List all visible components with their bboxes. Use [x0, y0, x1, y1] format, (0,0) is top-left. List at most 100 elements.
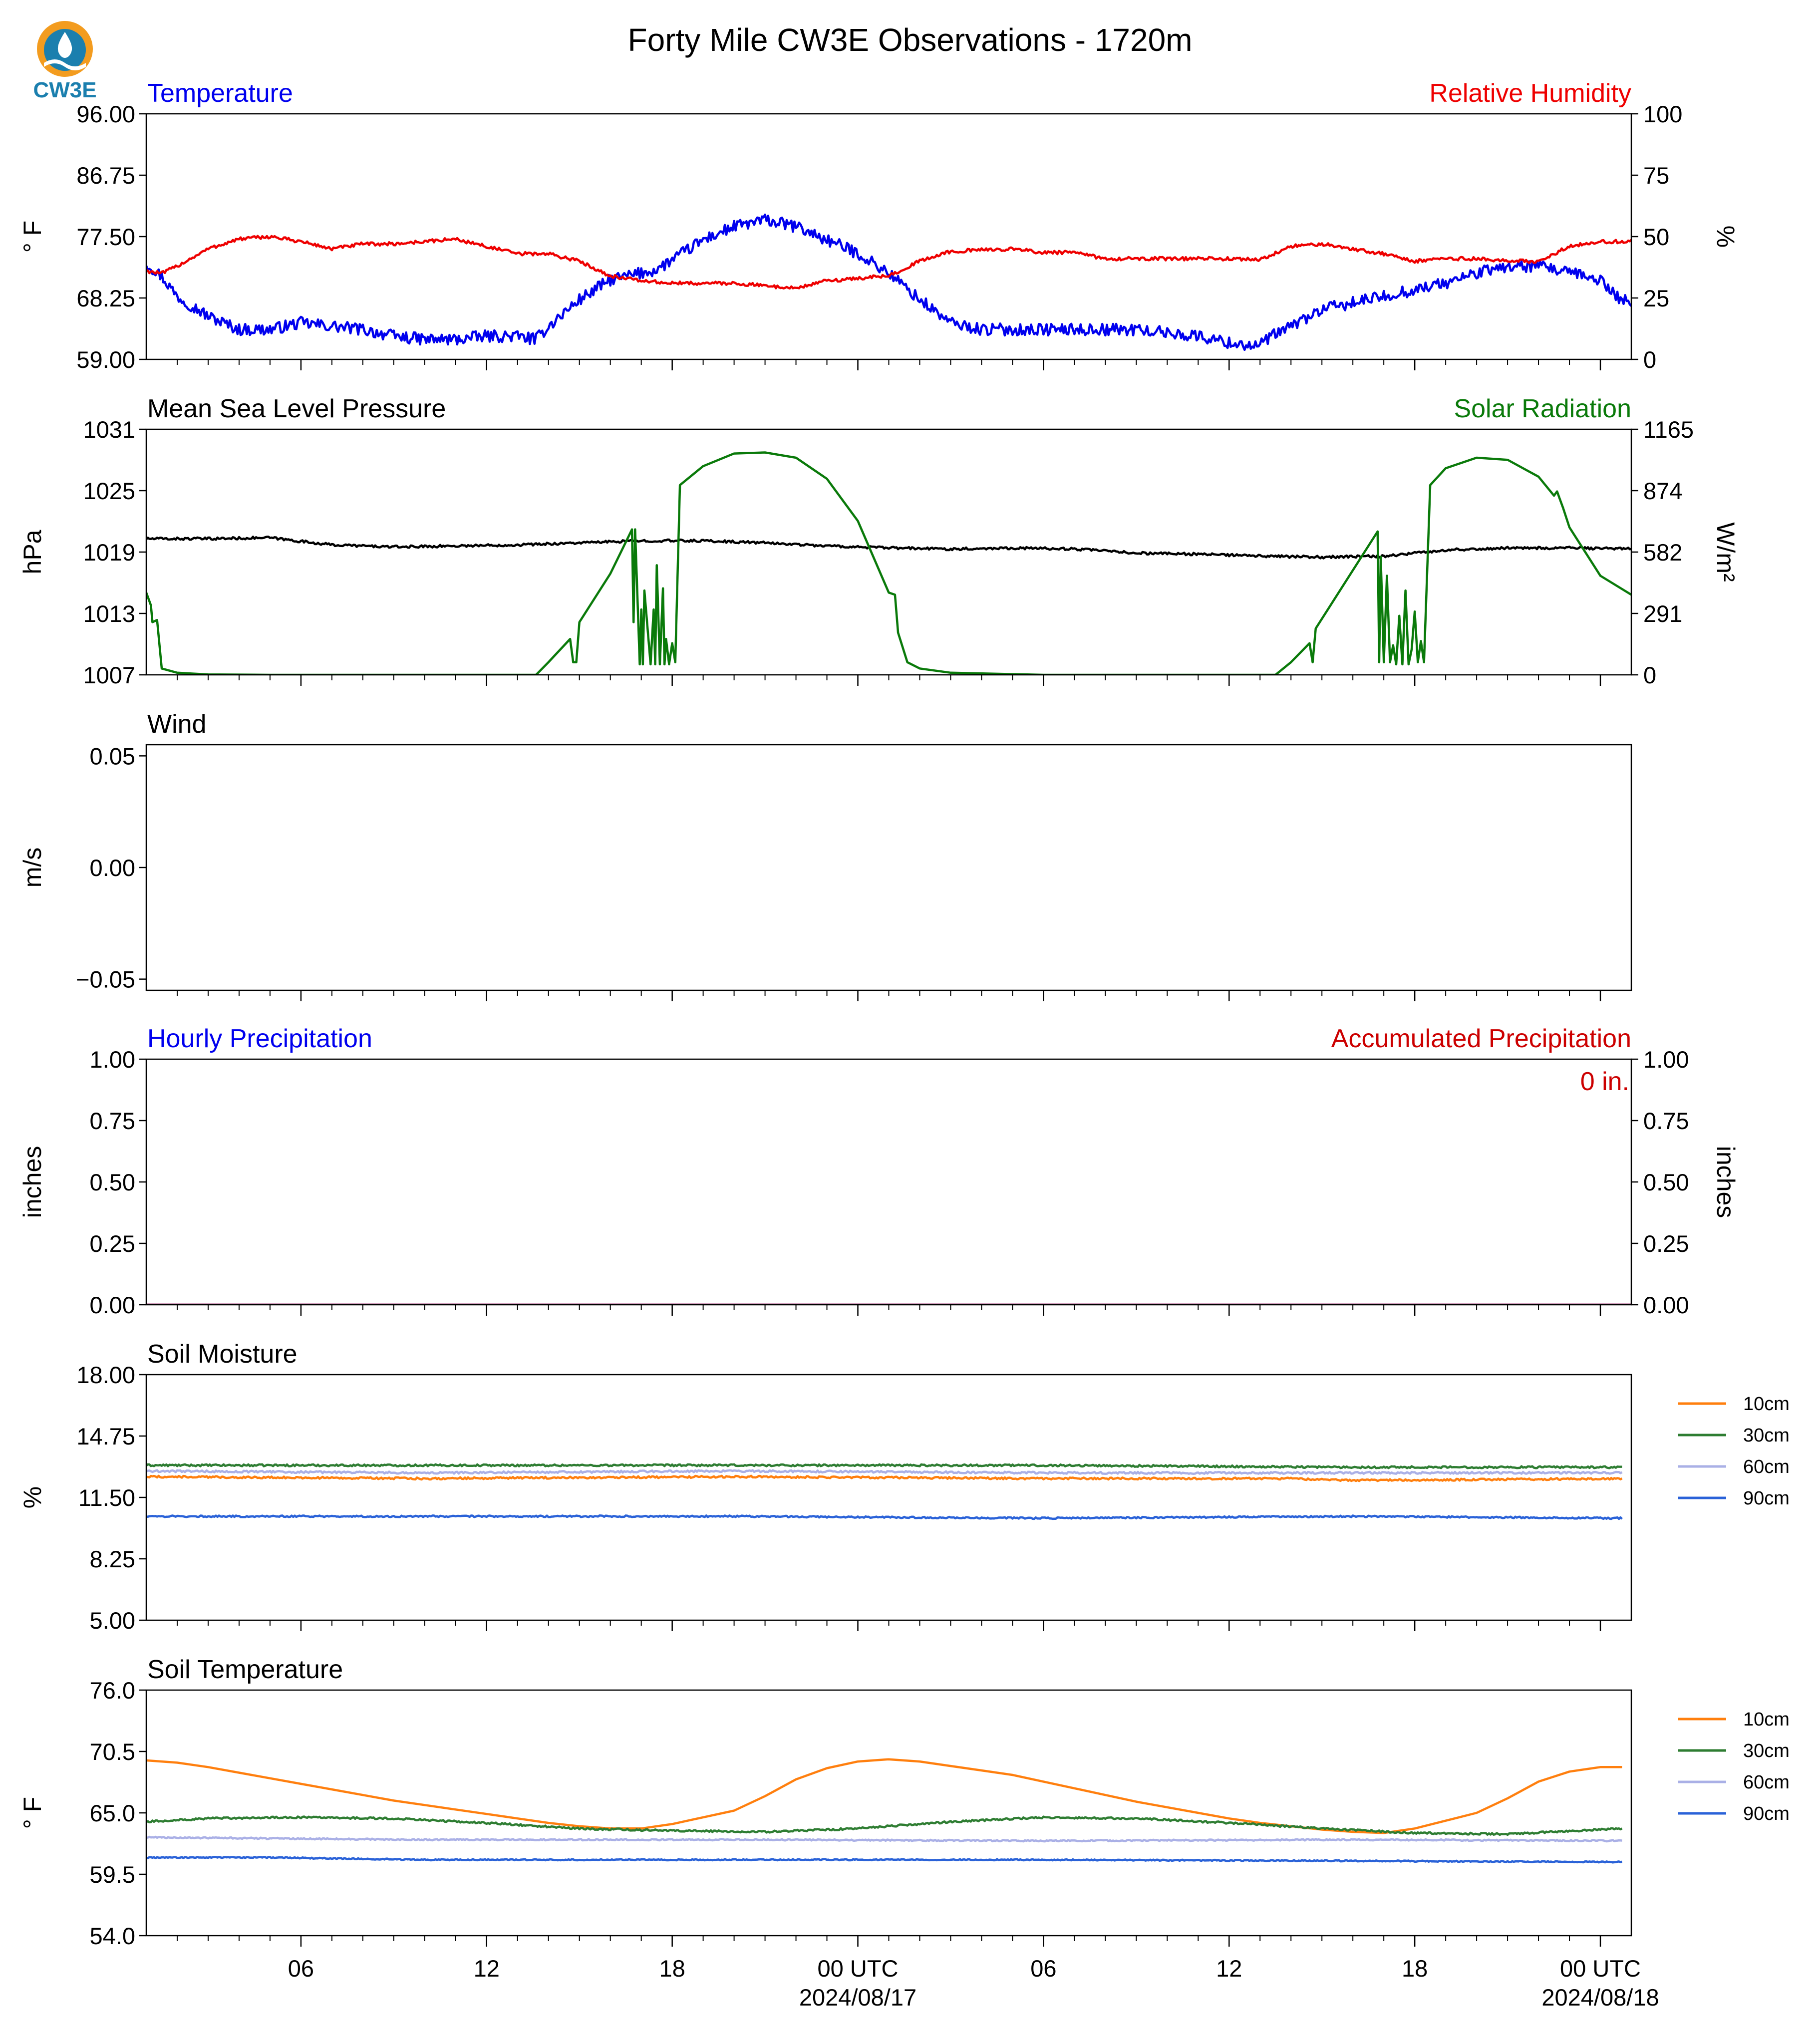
y-tick-label-left: 1013: [83, 600, 135, 627]
series-line-solar-radiation: [146, 451, 1631, 675]
y-axis-label-right: inches: [1712, 1146, 1740, 1218]
x-tick-label: 00 UTC: [1560, 1955, 1641, 1982]
x-tick-label: 18: [659, 1955, 685, 1982]
series-line-relative-humidity: [146, 235, 1631, 290]
y-tick-label-right: 1.00: [1643, 1046, 1689, 1073]
panel-title-left: Wind: [147, 710, 206, 739]
legend: 10cm 30cm 60cm 90cm: [1678, 1394, 1790, 1509]
y-tick-label-left: 14.75: [76, 1423, 135, 1449]
series-line-90cm: [146, 1514, 1623, 1520]
y-axis-label-left: inches: [18, 1146, 46, 1218]
series-line-10cm: [146, 1758, 1622, 1834]
y-tick-label-right: 582: [1643, 539, 1682, 566]
panel-frame: [145, 1058, 1632, 1306]
panel-title-left: Soil Moisture: [147, 1340, 298, 1369]
panel-title-right: Solar Radiation: [1454, 394, 1631, 423]
series-line-10cm: [146, 1474, 1623, 1482]
y-axis-label-left: ° F: [18, 221, 46, 253]
legend-label-60cm: 60cm: [1743, 1772, 1790, 1793]
y-tick-label-right: 0.00: [1643, 1292, 1689, 1318]
panel-frame: [145, 744, 1632, 991]
y-tick-label-left: 68.25: [76, 285, 135, 311]
legend-label-60cm: 60cm: [1743, 1456, 1790, 1477]
y-tick-label-right: 100: [1643, 101, 1682, 127]
panel-temp_rh: Temperature Relative Humidity 96.00 86.75 77…: [18, 79, 1740, 373]
panel-frame: [145, 113, 1632, 360]
legend-label-10cm: 10cm: [1743, 1709, 1790, 1730]
cw3e-logo: CW3E: [33, 21, 97, 102]
y-tick-label-left: 65.0: [90, 1800, 135, 1826]
x-date-label: 2024/08/18: [1541, 1984, 1659, 2011]
panel-frame: [145, 1689, 1632, 1937]
series-line-90cm: [146, 1856, 1623, 1864]
y-tick-label-left: 96.00: [76, 101, 135, 127]
panel-title-left: Soil Temperature: [147, 1655, 343, 1684]
logo-water-drop-icon: [57, 32, 72, 58]
y-tick-label-left: 0.00: [90, 1292, 135, 1318]
y-tick-label-left: −0.05: [76, 966, 135, 993]
y-tick-label-right: 0: [1643, 346, 1656, 373]
panel-pressure_solar: Mean Sea Level Pressure Solar Radiation 10…: [18, 394, 1740, 688]
y-tick-label-right: 50: [1643, 224, 1669, 250]
y-axis-label-left: hPa: [18, 530, 46, 574]
y-tick-label-left: 0.75: [90, 1108, 135, 1134]
x-tick-label: 00 UTC: [818, 1955, 899, 1982]
y-tick-label-right: 0.75: [1643, 1108, 1689, 1134]
y-tick-label-left: 0.25: [90, 1230, 135, 1257]
panel-frame: [145, 1374, 1632, 1621]
x-tick-label: 06: [1030, 1955, 1056, 1982]
accumulated-precip-value: 0 in.: [1580, 1067, 1629, 1096]
panel-title-left: Hourly Precipitation: [147, 1024, 372, 1053]
panel-precip: Hourly Precipitation Accumulated Precipit…: [18, 1024, 1740, 1318]
legend-label-90cm: 90cm: [1743, 1803, 1790, 1824]
y-tick-label-right: 0.25: [1643, 1230, 1689, 1257]
y-tick-label-right: 291: [1643, 600, 1682, 627]
series-line-60cm: [146, 1835, 1622, 1843]
y-tick-label-left: 86.75: [76, 162, 135, 189]
x-tick-label: 06: [288, 1955, 314, 1982]
y-tick-label-left: 1007: [83, 662, 135, 688]
x-tick-label: 12: [1216, 1955, 1242, 1982]
y-tick-label-left: 8.25: [90, 1546, 135, 1572]
y-tick-label-right: 75: [1643, 162, 1669, 189]
series-line-30cm: [146, 1815, 1623, 1836]
y-tick-label-left: 77.50: [76, 224, 135, 250]
legend: 10cm 30cm 60cm 90cm: [1678, 1709, 1790, 1824]
y-axis-label-left: ° F: [18, 1797, 46, 1829]
panel-title-left: Temperature: [147, 79, 293, 108]
y-tick-label-left: 59.5: [90, 1861, 135, 1888]
y-tick-label-left: 11.50: [78, 1484, 135, 1511]
legend-label-90cm: 90cm: [1743, 1488, 1790, 1509]
series-line-60cm: [146, 1469, 1623, 1475]
y-tick-label-right: 0: [1643, 662, 1656, 688]
series-line-mean-sea-level-pressure: [146, 536, 1631, 560]
panels: Temperature Relative Humidity 96.00 86.75 77…: [18, 79, 1790, 1949]
panel-soil_temperature: Soil Temperature 76.0 70.5 65.0 59.5 54.0 ° F 1…: [18, 1655, 1790, 1949]
y-axis-label-right: W/m²: [1712, 522, 1740, 581]
y-tick-label-left: 0.05: [90, 743, 135, 769]
panel-soil_moisture: Soil Moisture 18.00 14.75 11.50 8.25 5.00% 10c…: [18, 1340, 1790, 1634]
y-tick-label-left: 0.00: [90, 855, 135, 881]
y-tick-label-left: 1019: [83, 539, 135, 566]
panel-title-left: Mean Sea Level Pressure: [147, 394, 446, 423]
panel-title-right: Accumulated Precipitation: [1331, 1024, 1631, 1053]
y-tick-label-left: 5.00: [90, 1607, 135, 1634]
legend-label-10cm: 10cm: [1743, 1394, 1790, 1415]
panel-wind: Wind 0.05 0.00 −0.05 m/s: [18, 710, 1632, 1001]
y-axis-label-left: m/s: [18, 848, 46, 888]
legend-label-30cm: 30cm: [1743, 1740, 1790, 1761]
y-tick-label-right: 874: [1643, 478, 1682, 504]
y-tick-label-right: 0.50: [1643, 1169, 1689, 1195]
logo-text: CW3E: [33, 78, 96, 102]
y-tick-label-left: 59.00: [76, 346, 135, 373]
y-axis-label-left: %: [18, 1486, 46, 1508]
y-tick-label-left: 76.0: [90, 1677, 135, 1704]
panel-frame: [145, 428, 1632, 676]
panel-title-right: Relative Humidity: [1429, 79, 1631, 108]
y-tick-label-left: 1025: [83, 478, 135, 504]
y-tick-label-left: 70.5: [90, 1738, 135, 1765]
series-line-30cm: [146, 1463, 1622, 1469]
y-tick-label-left: 0.50: [90, 1169, 135, 1195]
